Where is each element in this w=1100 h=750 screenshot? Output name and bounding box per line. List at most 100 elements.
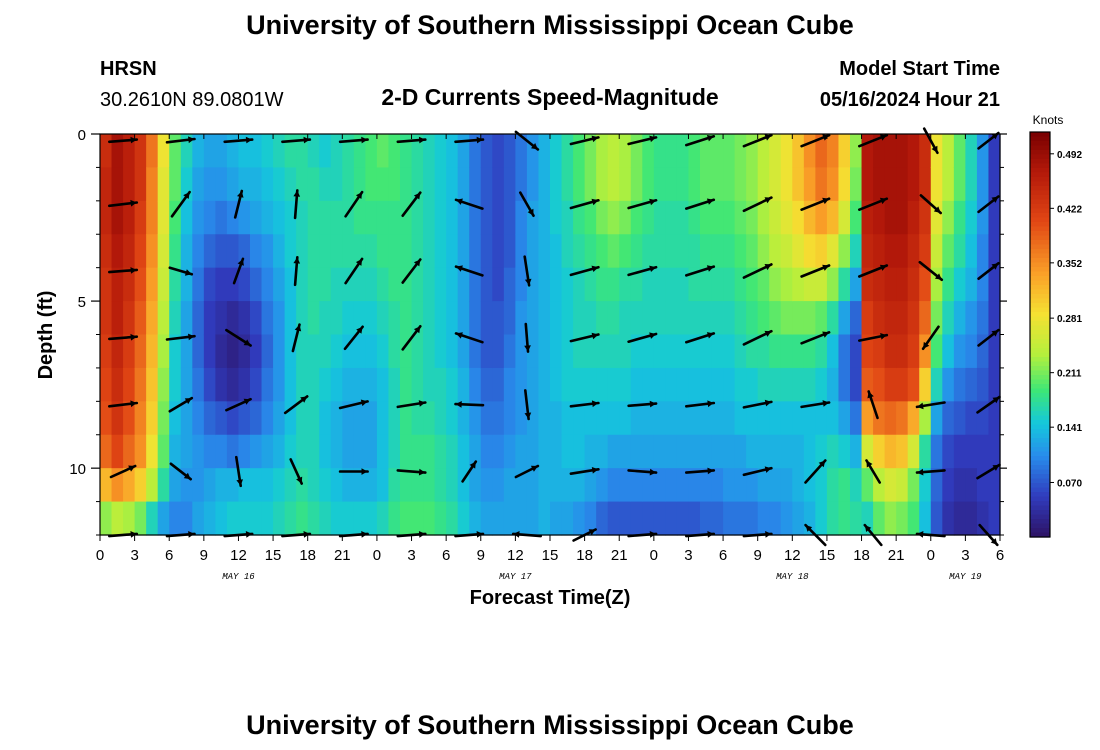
heatmap-cell (965, 401, 978, 436)
heatmap-cell (307, 367, 320, 402)
heatmap-cell (792, 234, 805, 269)
heatmap-cell (503, 434, 516, 469)
heatmap-cell (734, 468, 747, 503)
heatmap-cell (146, 234, 159, 269)
heatmap-cell (850, 267, 863, 302)
heatmap-cell (665, 434, 678, 469)
colorbar-swatch (1030, 397, 1050, 403)
arrow-head (764, 399, 772, 407)
heatmap-cell (723, 167, 736, 202)
heatmap-cell (769, 301, 782, 336)
heatmap-cell (723, 468, 736, 503)
heatmap-cell (746, 301, 759, 336)
colorbar-swatch (1030, 384, 1050, 390)
heatmap-cell (423, 434, 436, 469)
current-arrow (293, 255, 301, 287)
heatmap-cell (146, 267, 159, 302)
heatmap-cell (296, 200, 309, 235)
heatmap-cell (700, 134, 713, 169)
heatmap-cell (365, 434, 378, 469)
heatmap-cell (619, 468, 632, 503)
heatmap-cell (400, 167, 413, 202)
heatmap-cell (203, 501, 216, 536)
arrow-head (822, 400, 830, 407)
heatmap-cell (803, 401, 816, 436)
heatmap-cell (226, 134, 240, 169)
heatmap-cell (388, 501, 401, 536)
heatmap-cell (850, 367, 863, 402)
heatmap-cell (976, 301, 990, 336)
heatmap-cell (457, 167, 470, 202)
heatmap-cell (573, 234, 586, 269)
colorbar-swatch (1030, 199, 1050, 205)
heatmap-cell (503, 200, 516, 235)
heatmap-cell (538, 501, 551, 536)
heatmap-cell (123, 301, 136, 336)
heatmap-cell (965, 234, 978, 269)
heatmap-cell (446, 167, 459, 202)
heatmap-cell (838, 367, 851, 402)
heatmap-cell (434, 401, 447, 436)
heatmap-cell (688, 468, 701, 503)
x-tick-label: 18 (299, 547, 316, 564)
heatmap-cell (261, 200, 274, 235)
current-arrow (454, 332, 484, 344)
heatmap-cell (769, 468, 782, 503)
heatmap-cell (157, 334, 170, 369)
heatmap-cell (596, 434, 609, 469)
x-tick-label: 0 (927, 547, 935, 564)
heatmap-cell (561, 501, 574, 536)
colorbar: 0.492 0.422 0.352 0.281 0.211 0.141 0.070 (1029, 131, 1082, 538)
heatmap-cell (746, 367, 759, 402)
heatmap-cell (584, 468, 597, 503)
heatmap-cell (538, 367, 551, 402)
heatmap-cell (757, 301, 770, 336)
heatmap-cell (273, 200, 286, 235)
heatmap-cell (769, 434, 782, 469)
current-arrow (977, 328, 1000, 347)
heatmap-cell (676, 401, 690, 436)
heatmap-cell (861, 301, 874, 336)
heatmap-cell (723, 234, 736, 269)
heatmap-cell (907, 234, 920, 269)
heatmap-cell (376, 367, 390, 402)
heatmap-cell (342, 334, 355, 369)
heatmap-cell (734, 501, 747, 536)
arrow-head (706, 265, 714, 272)
heatmap-cell (792, 501, 805, 536)
heatmap-cell (792, 267, 805, 302)
heatmap-cell (538, 200, 551, 235)
heatmap-cell (203, 434, 216, 469)
heatmap-cell (907, 401, 920, 436)
heatmap-cell (711, 401, 724, 436)
heatmap-cell (711, 334, 724, 369)
heatmap-cell (711, 468, 724, 503)
current-arrow (977, 261, 1000, 281)
current-arrow (396, 400, 427, 409)
arrow-head (128, 465, 136, 472)
heatmap-cell (446, 401, 459, 436)
heatmap-cell (515, 301, 528, 336)
heatmap-cell (446, 134, 459, 169)
heatmap-cell (976, 434, 990, 469)
heatmap-cell (319, 234, 332, 269)
heatmap-cell (573, 200, 586, 235)
x-tick-label: 9 (754, 547, 762, 564)
current-arrow (401, 258, 422, 284)
heatmap-cell (711, 501, 724, 536)
heatmap-cell (988, 367, 1001, 402)
colorbar-swatch (1030, 348, 1050, 354)
colorbar-swatch (1030, 433, 1050, 439)
heatmap-cell (907, 134, 920, 169)
x-tick-label: 15 (265, 547, 282, 564)
heatmap-cell (261, 367, 274, 402)
heatmap-cell (284, 200, 297, 235)
heatmap-cell (250, 501, 263, 536)
heatmap-cell (550, 301, 563, 336)
heatmap-cell (873, 501, 886, 536)
heatmap-cell (619, 301, 632, 336)
heatmap-cell (953, 200, 966, 235)
colorbar-frame (1029, 131, 1051, 538)
heatmap-cell (573, 334, 586, 369)
